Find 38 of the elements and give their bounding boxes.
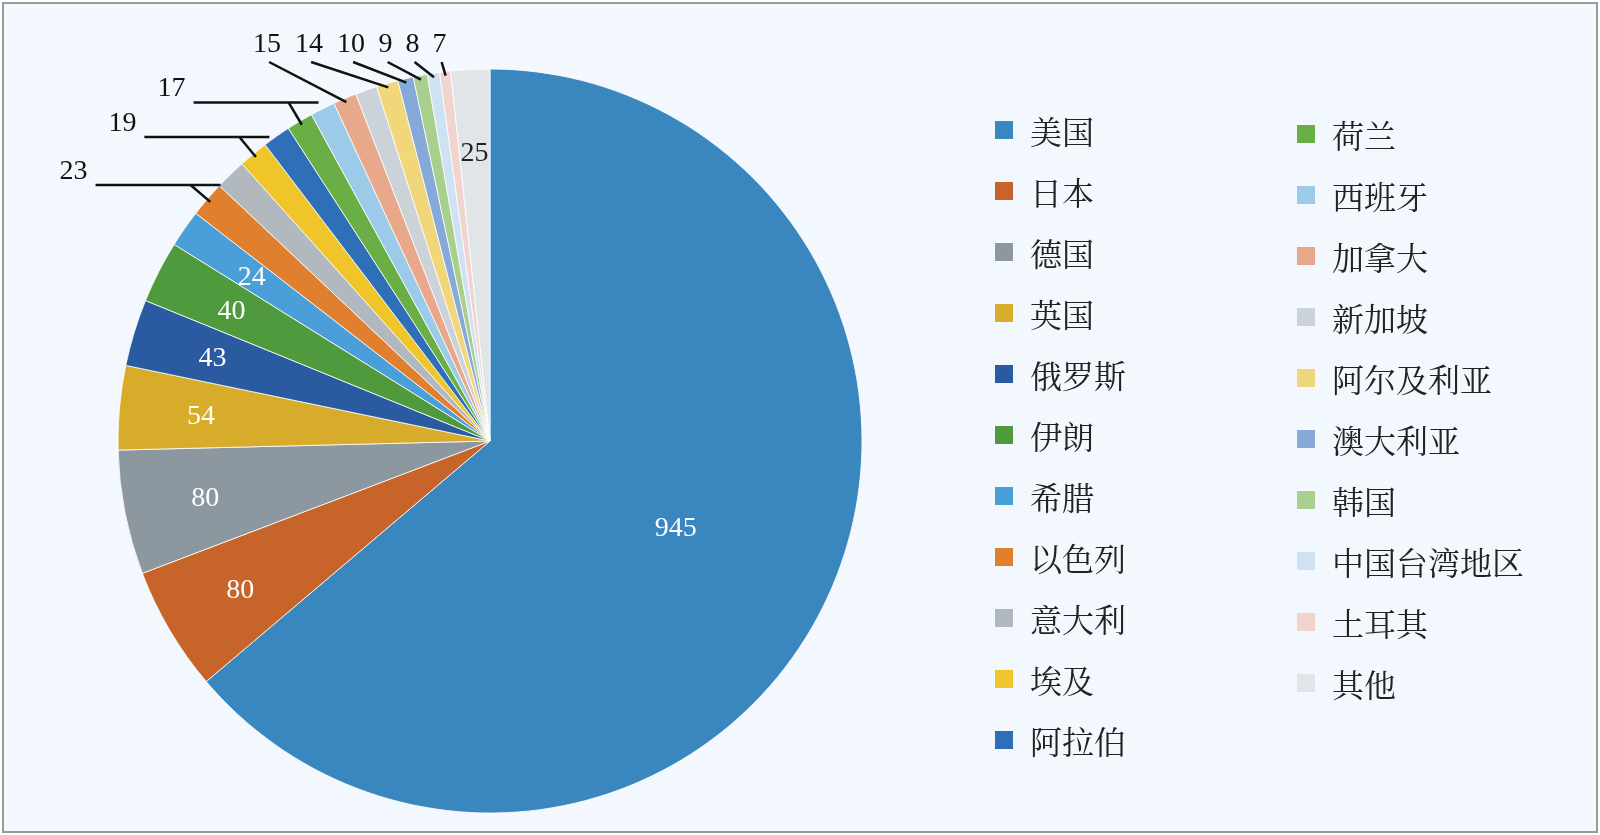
legend-label: 荷兰 [1332, 111, 1397, 157]
data-label: 80 [226, 573, 255, 605]
legend-label: 中国台湾地区 [1332, 538, 1525, 584]
legend-label: 德国 [1030, 229, 1095, 275]
legend-label: 新加坡 [1332, 294, 1429, 340]
data-label: 10 [337, 27, 366, 58]
legend-label: 西班牙 [1332, 172, 1429, 218]
legend-label: 韩国 [1332, 477, 1397, 523]
legend-label: 俄罗斯 [1030, 351, 1127, 397]
data-label: 40 [217, 293, 246, 325]
legend-label: 以色列 [1030, 534, 1127, 580]
legend-label: 美国 [1030, 107, 1095, 153]
legend-label: 日本 [1030, 168, 1095, 214]
legend-label: 加拿大 [1332, 233, 1429, 279]
data-label: 15 [253, 27, 282, 58]
data-label: 17 [157, 71, 186, 103]
legend-label: 阿拉伯 [1030, 717, 1127, 763]
legend-label: 伊朗 [1030, 412, 1095, 458]
legend-label: 希腊 [1030, 473, 1095, 519]
legend-label: 澳大利亚 [1332, 416, 1461, 462]
data-label: 80 [191, 481, 220, 513]
legend-label: 其他 [1332, 660, 1397, 706]
data-label: 54 [187, 399, 216, 431]
data-label: 24 [237, 259, 266, 291]
legend-label: 意大利 [1030, 595, 1127, 641]
data-label: 7 [432, 27, 447, 58]
data-label: 8 [405, 27, 420, 58]
data-label: 23 [59, 153, 88, 185]
legend-label: 土耳其 [1332, 599, 1430, 645]
data-label: 945 [654, 511, 697, 543]
data-label: 19 [108, 105, 137, 137]
data-label: 9 [378, 27, 393, 58]
legend-label: 埃及 [1030, 656, 1095, 702]
legend-label: 阿尔及利亚 [1332, 355, 1493, 401]
data-label: 14 [295, 27, 324, 58]
data-label: 25 [460, 135, 489, 167]
legend-label: 英国 [1030, 290, 1095, 336]
data-label: 43 [198, 340, 227, 372]
